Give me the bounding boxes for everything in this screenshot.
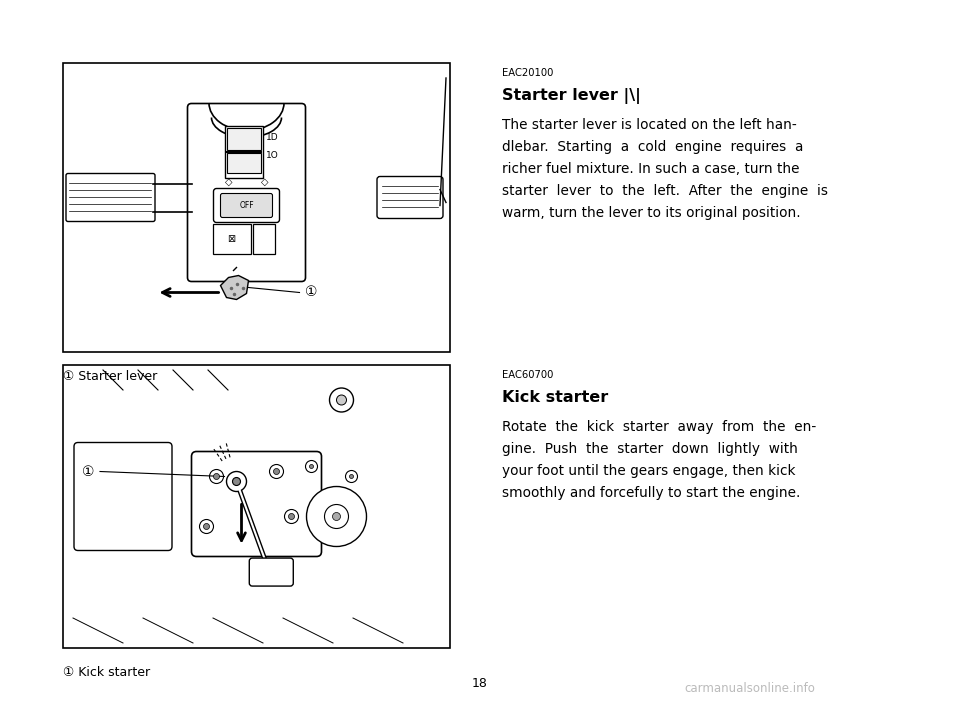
Circle shape — [332, 513, 341, 520]
Circle shape — [284, 510, 299, 523]
FancyBboxPatch shape — [213, 188, 279, 223]
FancyBboxPatch shape — [250, 558, 294, 586]
Circle shape — [204, 523, 209, 530]
Text: ① Kick starter: ① Kick starter — [63, 666, 150, 679]
Text: Starter lever |\|: Starter lever |\| — [502, 88, 641, 104]
FancyBboxPatch shape — [74, 442, 172, 550]
Text: richer fuel mixture. In such a case, turn the: richer fuel mixture. In such a case, tur… — [502, 162, 800, 176]
FancyBboxPatch shape — [187, 104, 305, 282]
Circle shape — [209, 469, 224, 483]
Circle shape — [309, 464, 314, 469]
Bar — [225, 126, 262, 178]
Text: gine.  Push  the  starter  down  lightly  with: gine. Push the starter down lightly with — [502, 442, 798, 456]
Text: ①: ① — [82, 464, 94, 479]
Circle shape — [213, 474, 220, 479]
Circle shape — [349, 474, 353, 479]
Circle shape — [227, 471, 247, 491]
Text: smoothly and forcefully to start the engine.: smoothly and forcefully to start the eng… — [502, 486, 801, 500]
Bar — [63, 365, 450, 648]
Text: warm, turn the lever to its original position.: warm, turn the lever to its original pos… — [502, 206, 801, 220]
Text: your foot until the gears engage, then kick: your foot until the gears engage, then k… — [502, 464, 796, 478]
FancyBboxPatch shape — [221, 193, 273, 218]
Text: ⊠: ⊠ — [228, 233, 235, 243]
Text: dlebar.  Starting  a  cold  engine  requires  a: dlebar. Starting a cold engine requires … — [502, 140, 804, 154]
Text: ◇: ◇ — [225, 176, 232, 186]
Text: carmanualsonline.info: carmanualsonline.info — [684, 682, 815, 695]
Circle shape — [270, 464, 283, 479]
Text: starter  lever  to  the  left.  After  the  engine  is: starter lever to the left. After the eng… — [502, 184, 828, 198]
FancyBboxPatch shape — [66, 173, 155, 222]
Text: Kick starter: Kick starter — [502, 390, 609, 405]
Text: ① Starter lever: ① Starter lever — [63, 370, 157, 383]
Circle shape — [305, 461, 318, 473]
Circle shape — [200, 520, 213, 533]
Text: 1O: 1O — [266, 151, 278, 160]
Bar — [252, 223, 275, 254]
Circle shape — [324, 505, 348, 528]
Text: 1D: 1D — [266, 133, 278, 142]
Circle shape — [329, 388, 353, 412]
Text: OFF: OFF — [239, 201, 253, 210]
Polygon shape — [221, 275, 249, 299]
Circle shape — [274, 469, 279, 474]
Circle shape — [306, 486, 367, 547]
Circle shape — [289, 513, 295, 520]
Text: The starter lever is located on the left han-: The starter lever is located on the left… — [502, 118, 797, 132]
Bar — [227, 152, 260, 173]
Circle shape — [337, 395, 347, 405]
Text: EAC60700: EAC60700 — [502, 370, 553, 380]
Bar — [227, 127, 260, 149]
Bar — [212, 223, 251, 254]
Circle shape — [346, 471, 357, 483]
Text: 18: 18 — [472, 677, 488, 690]
Bar — [63, 63, 450, 352]
Circle shape — [232, 478, 241, 486]
Text: EAC20100: EAC20100 — [502, 68, 553, 78]
FancyBboxPatch shape — [377, 176, 443, 218]
Text: ◇: ◇ — [261, 176, 268, 186]
FancyBboxPatch shape — [191, 451, 322, 557]
Text: ①: ① — [305, 286, 318, 299]
Text: Rotate  the  kick  starter  away  from  the  en-: Rotate the kick starter away from the en… — [502, 420, 816, 434]
